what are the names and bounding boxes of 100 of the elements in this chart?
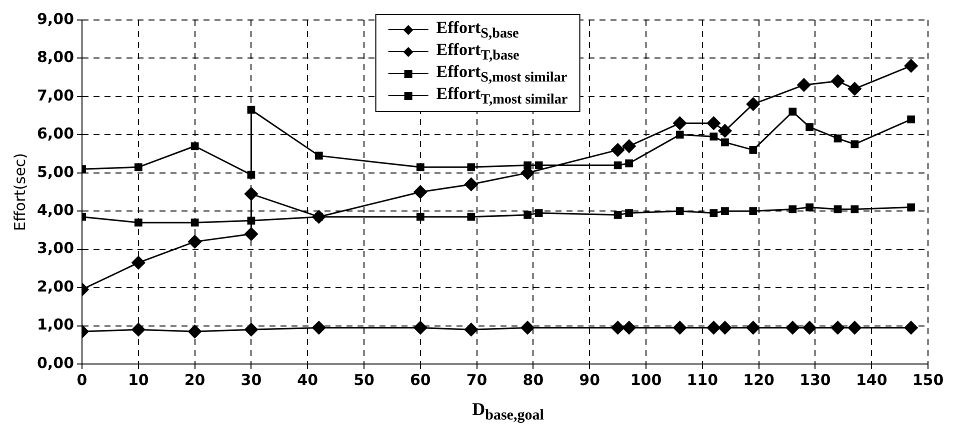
point [749,146,758,154]
point [788,108,797,116]
point [806,203,814,212]
point [797,78,811,92]
point [848,82,862,96]
point [247,170,256,179]
x-tick-label: 30 [240,370,262,389]
x-tick-label: 10 [128,370,149,389]
x-tick-label: 100 [630,370,662,389]
point [188,324,202,338]
point [534,209,543,217]
x-tick-label: 20 [184,370,206,389]
point [416,163,424,172]
point [314,152,323,160]
point [834,205,842,214]
point [625,209,634,217]
point [614,161,622,170]
point [746,320,760,334]
point [673,116,687,130]
point [721,138,729,146]
point [244,322,258,336]
point [134,163,142,172]
point [907,203,916,212]
legend-label: Effort$_{T,base}$ [436,40,520,64]
x-tick-label: 40 [297,370,318,389]
x-tick-label: 60 [410,370,431,389]
point [718,124,732,138]
point [904,320,918,334]
point [834,134,842,142]
y-tick-label: 0,00 [36,354,74,372]
point [625,159,634,168]
point [850,140,859,148]
point [247,106,256,114]
point [520,320,534,334]
y-tick-label: 9,00 [36,10,74,28]
point [850,205,859,214]
point [611,143,625,157]
point [132,256,146,270]
point [464,178,478,192]
point [416,212,424,221]
point [746,97,760,111]
point [244,187,258,201]
point [190,142,199,150]
point [524,211,532,219]
x-tick-label: 50 [354,370,374,389]
point [788,205,797,214]
x-tick-label: 150 [912,370,944,389]
point [467,212,476,221]
point [718,320,732,334]
point [710,132,718,141]
x-tick-label: 110 [686,370,718,389]
x-tick-label: 70 [466,370,488,389]
point [622,139,636,153]
point [414,185,428,199]
point [467,163,476,172]
y-axis-title: Effort(sec) [10,152,29,232]
point [534,161,543,170]
x-tick-label: 130 [800,370,831,389]
point [676,207,684,216]
point [188,234,202,248]
point [786,320,800,334]
point [848,320,862,334]
point [190,218,199,227]
y-tick-label: 1,00 [36,316,74,334]
point [802,320,816,334]
point [414,320,428,334]
point [673,320,687,334]
point [134,218,142,227]
point [611,320,625,334]
legend-label: Effort$_{S,most similar}$ [436,62,568,86]
point [706,116,720,130]
y-tick-label: 7,00 [36,86,74,104]
point [907,115,916,124]
point [831,74,845,88]
point [721,207,729,216]
legend-label: Effort$_{T,most similar}$ [436,84,568,108]
point [614,211,622,219]
y-tick-label: 3,00 [36,239,74,258]
y-tick-label: 2,00 [36,277,74,296]
y-tick-label: 8,00 [36,48,74,66]
x-axis-title: D$_{base,goal}$ [471,399,545,425]
point [904,59,918,73]
point [464,322,478,336]
point [831,320,845,334]
y-tick-label: 4,00 [36,201,74,219]
point [312,320,326,334]
point [132,322,146,336]
x-tick-label: 0 [76,370,88,389]
x-tick-label: 120 [743,370,774,389]
point [244,227,258,241]
x-tick-label: 90 [579,370,600,389]
point [676,130,684,139]
point [706,320,720,334]
x-tick-label: 80 [522,370,544,389]
point [710,209,718,217]
point [749,207,758,216]
x-tick-label: 140 [856,370,888,389]
y-tick-label: 5,00 [36,162,74,181]
legend-label: Effort$_{S,base}$ [436,18,519,42]
point [806,123,814,131]
